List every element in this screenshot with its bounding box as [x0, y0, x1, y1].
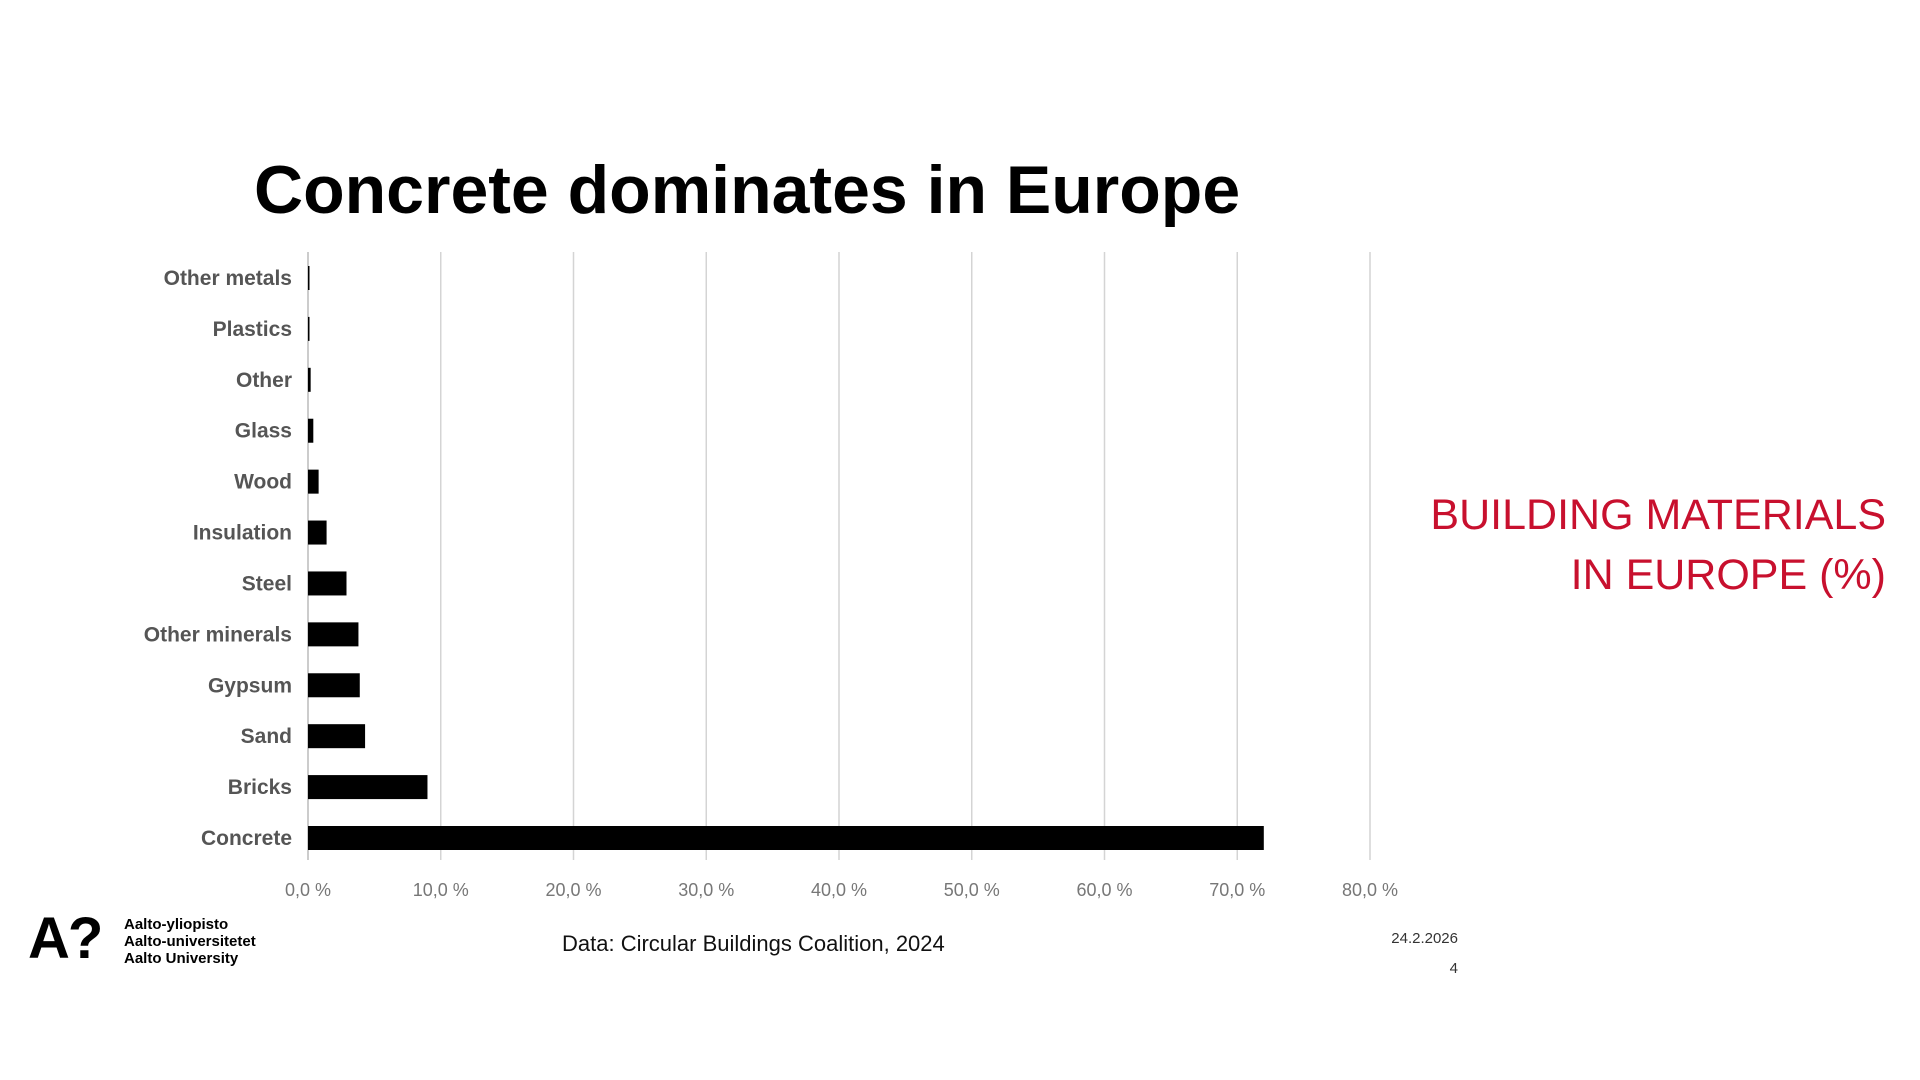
x-tick-label: 80,0 %: [1342, 880, 1398, 900]
bar: [308, 826, 1264, 850]
x-tick-label: 0,0 %: [285, 880, 331, 900]
logo-name-en: Aalto University: [124, 950, 239, 967]
bar: [308, 418, 314, 443]
logo-name-sv: Aalto-universitetet: [124, 933, 256, 950]
category-label: Steel: [242, 572, 292, 595]
bar: [308, 266, 310, 290]
category-label: Other metals: [164, 267, 292, 290]
bar: [308, 520, 327, 545]
category-label: Other minerals: [144, 623, 292, 646]
category-label: Bricks: [228, 776, 292, 799]
slide-number: 4: [1449, 960, 1458, 977]
category-label: Wood: [234, 471, 292, 494]
category-label: Insulation: [193, 522, 292, 545]
x-tick-label: 50,0 %: [944, 880, 1000, 900]
x-tick-labels: 0,0 % 10,0 % 20,0 % 30,0 % 40,0 % 50,0 % 60,0 …: [285, 880, 1398, 900]
bar: [308, 622, 359, 647]
side-note: BUILDING MATERIALS IN EUROPE (%): [1366, 485, 1886, 605]
x-tick-label: 10,0 %: [413, 880, 469, 900]
x-tick-label: 30,0 %: [678, 880, 734, 900]
aalto-logo: A? Aalto-yliopisto Aalto-universitetet A…: [28, 908, 298, 974]
bar: [308, 316, 310, 341]
side-note-line-1: BUILDING MATERIALS: [1430, 491, 1886, 539]
bar: [308, 673, 360, 698]
logo-name-fi: Aalto-yliopisto: [124, 916, 229, 933]
category-label: Sand: [241, 725, 292, 748]
x-tick-label: 20,0 %: [545, 880, 601, 900]
category-label: Gypsum: [208, 674, 292, 697]
category-labels: Other metals Plastics Other Glass Wood Insula…: [144, 267, 292, 850]
bar: [308, 367, 311, 392]
bar: [308, 775, 428, 800]
gridlines: [307, 252, 1371, 860]
bar: [308, 469, 319, 494]
slide-title: Concrete dominates in Europe: [254, 152, 1241, 228]
logo-names: Aalto-yliopisto Aalto-universitetet Aalt…: [124, 916, 256, 967]
slide-date: 24.2.2026: [1391, 930, 1458, 947]
category-label: Plastics: [213, 318, 292, 341]
x-tick-label: 60,0 %: [1076, 880, 1132, 900]
side-note-line-2: IN EUROPE (%): [1570, 551, 1886, 599]
bar: [308, 571, 347, 596]
logo-mark: A?: [28, 906, 103, 971]
category-label: Glass: [235, 420, 292, 443]
category-label: Concrete: [201, 827, 292, 850]
bar: [308, 724, 366, 749]
data-source: Data: Circular Buildings Coalition, 2024: [562, 931, 945, 956]
x-tick-label: 70,0 %: [1209, 880, 1265, 900]
x-tick-label: 40,0 %: [811, 880, 867, 900]
bars: [308, 266, 1264, 850]
category-label: Other: [236, 369, 292, 392]
